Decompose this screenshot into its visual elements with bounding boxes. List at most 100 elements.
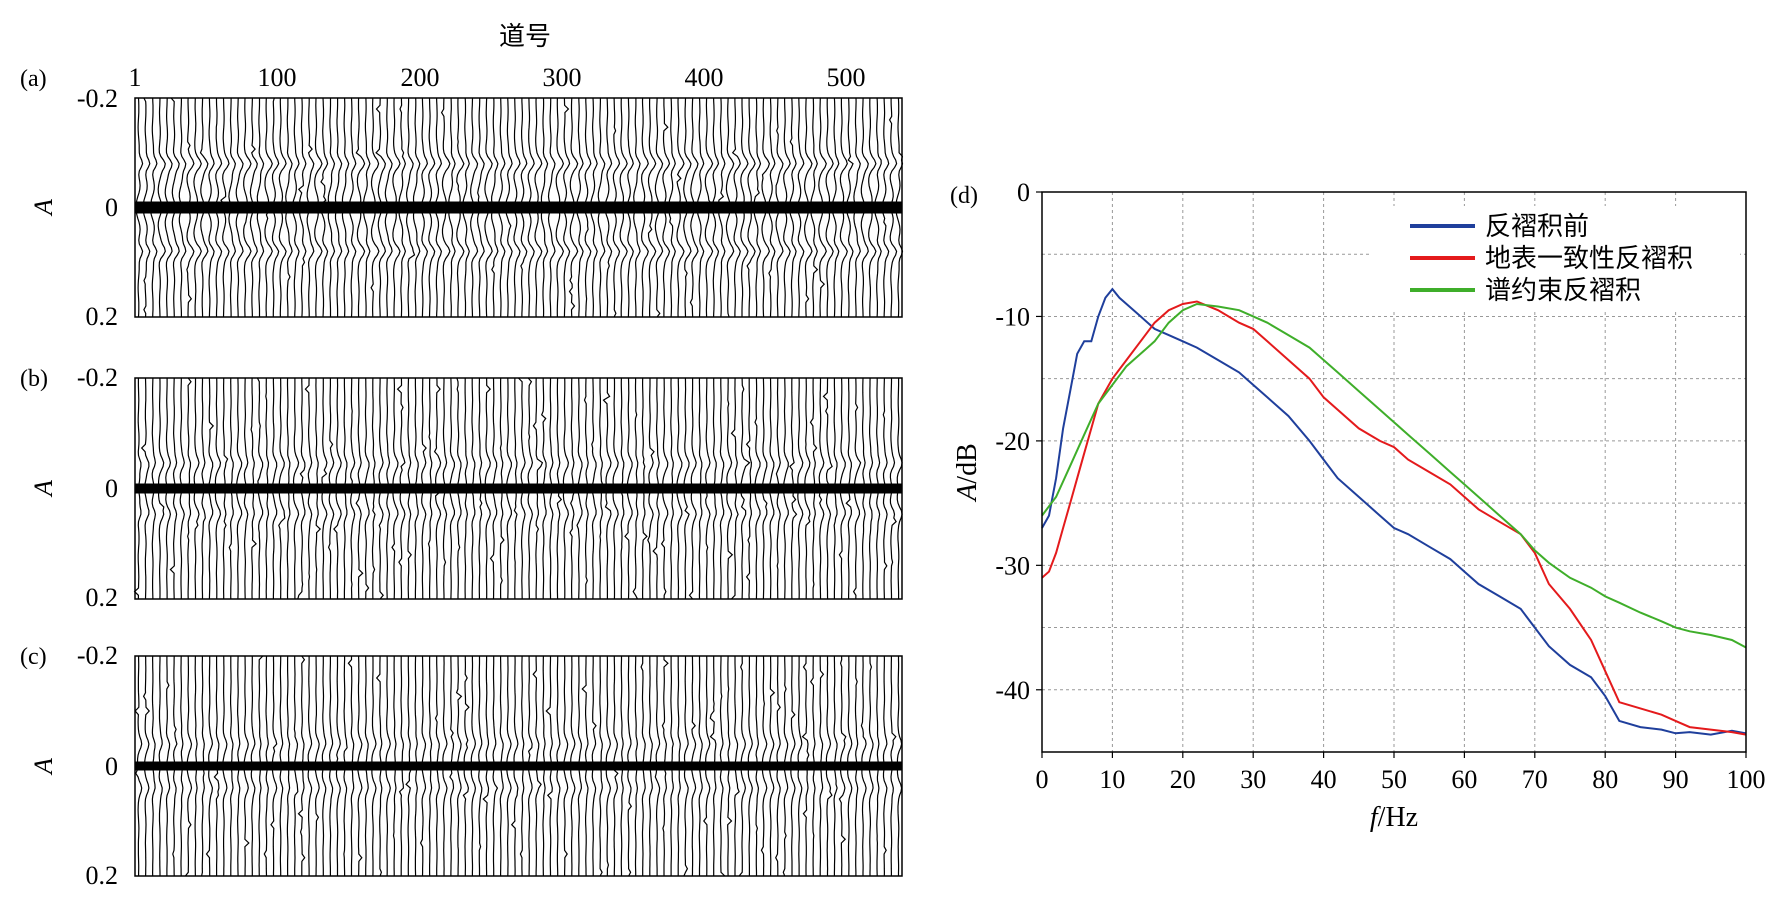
zero-time-band [135,201,902,214]
seismic-trace [375,655,383,877]
seismic-trace [341,97,350,318]
seismic-trace [355,377,364,600]
seismic-trace [392,97,401,318]
seismic-trace [263,655,269,877]
seismic-trace [882,377,888,600]
seismic-trace [170,97,180,318]
seismic-trace [839,98,848,317]
seismic-trace [845,97,854,318]
x-tick-label: 30 [1240,765,1266,794]
seismic-trace [740,377,751,600]
seismic-trace [370,97,380,318]
seismic-trace [140,377,150,600]
panel-a-xtick-label: 500 [827,63,866,92]
seismic-trace [428,655,433,877]
seismic-trace [725,97,735,318]
x-tick-label: 0 [1036,765,1049,794]
seismic-trace [605,655,612,877]
seismic-trace [804,378,811,599]
seismic-trace [896,656,903,876]
seismic-trace [753,97,762,318]
seismic-trace [164,97,173,318]
seismic-trace [278,377,286,600]
x-tick-label: 100 [1727,765,1766,794]
seismic-trace [647,378,655,599]
seismic-trace [286,377,291,600]
panel-c-ylabel: A [29,758,58,776]
seismic-trace [193,97,202,318]
seismic-trace [797,656,803,876]
seismic-trace [689,97,699,318]
seismic-trace [690,655,697,877]
seismic-trace [505,377,513,600]
panel-a-tag: (a) [20,66,47,92]
seismic-trace [767,97,776,318]
seismic-trace [527,377,534,599]
seismic-trace [470,97,479,318]
seismic-trace [540,97,549,318]
seismic-trace [414,378,419,599]
panel-d-ylabel-symbol: A [952,483,983,503]
panel-a-traces [135,97,904,318]
seismic-trace [221,655,228,877]
seismic-trace [809,655,816,877]
seismic-trace [271,97,280,317]
panel-a-xtick-label: 100 [258,63,297,92]
seismic-trace [532,377,544,600]
panel-d-lines [1041,287,1747,736]
seismic-trace [569,377,575,600]
seismic-trace [314,97,323,318]
seismic-trace [427,377,433,600]
seismic-trace [818,97,827,318]
y-tick-label: 0 [1017,178,1030,207]
seismic-trace [398,97,407,318]
seismic-trace [184,655,193,877]
seismic-trace [213,98,223,317]
seismic-trace [385,655,391,877]
seismic-trace [258,655,264,877]
seismic-trace [860,656,867,876]
seismic-trace [398,656,405,876]
seismic-trace [726,377,734,600]
seismic-trace [157,97,166,318]
seismic-trace [350,378,356,599]
zero-time-band [135,761,902,771]
seismic-trace [768,377,775,600]
seismic-trace [782,656,789,877]
seismic-trace [405,98,416,317]
seismic-trace [285,98,293,317]
legend-label: 地表一致性反褶积 [1485,244,1693,274]
seismic-trace [825,97,834,318]
seismic-trace [868,656,874,876]
seismic-trace [833,656,838,876]
seismic-trace [599,656,603,877]
seismic-trace [632,378,639,600]
x-tick-label: 80 [1592,765,1618,794]
seismic-trace [333,378,342,599]
y-tick-label: -40 [995,676,1030,705]
seismic-trace [519,98,528,317]
seismic-trace [576,377,583,600]
panel-b: (b) -0.2 0 0.2 A [20,363,903,612]
panel-d: (d) 0 -10 -20 -30 -40 0 10 20 30 40 50 60 70 80 90 100… [950,178,1766,833]
seismic-trace [641,377,648,600]
seismic-trace [868,377,874,600]
seismic-trace [775,97,784,318]
seismic-trace [414,655,418,877]
panel-b-ytick-label: 0.2 [86,583,119,612]
seismic-trace [738,656,747,877]
seismic-trace [304,377,313,600]
seismic-trace [747,656,753,876]
x-tick-label: 40 [1311,765,1337,794]
seismic-trace [775,377,781,600]
seismic-trace [718,97,726,318]
seismic-trace [547,98,556,317]
seismic-trace [321,656,327,876]
panel-b-ytick-label: -0.2 [77,363,118,392]
seismic-trace [833,378,838,599]
seismic-trace [307,656,313,876]
seismic-trace [213,656,220,876]
panel-b-tag: (b) [20,366,48,392]
seismic-trace [363,377,370,600]
